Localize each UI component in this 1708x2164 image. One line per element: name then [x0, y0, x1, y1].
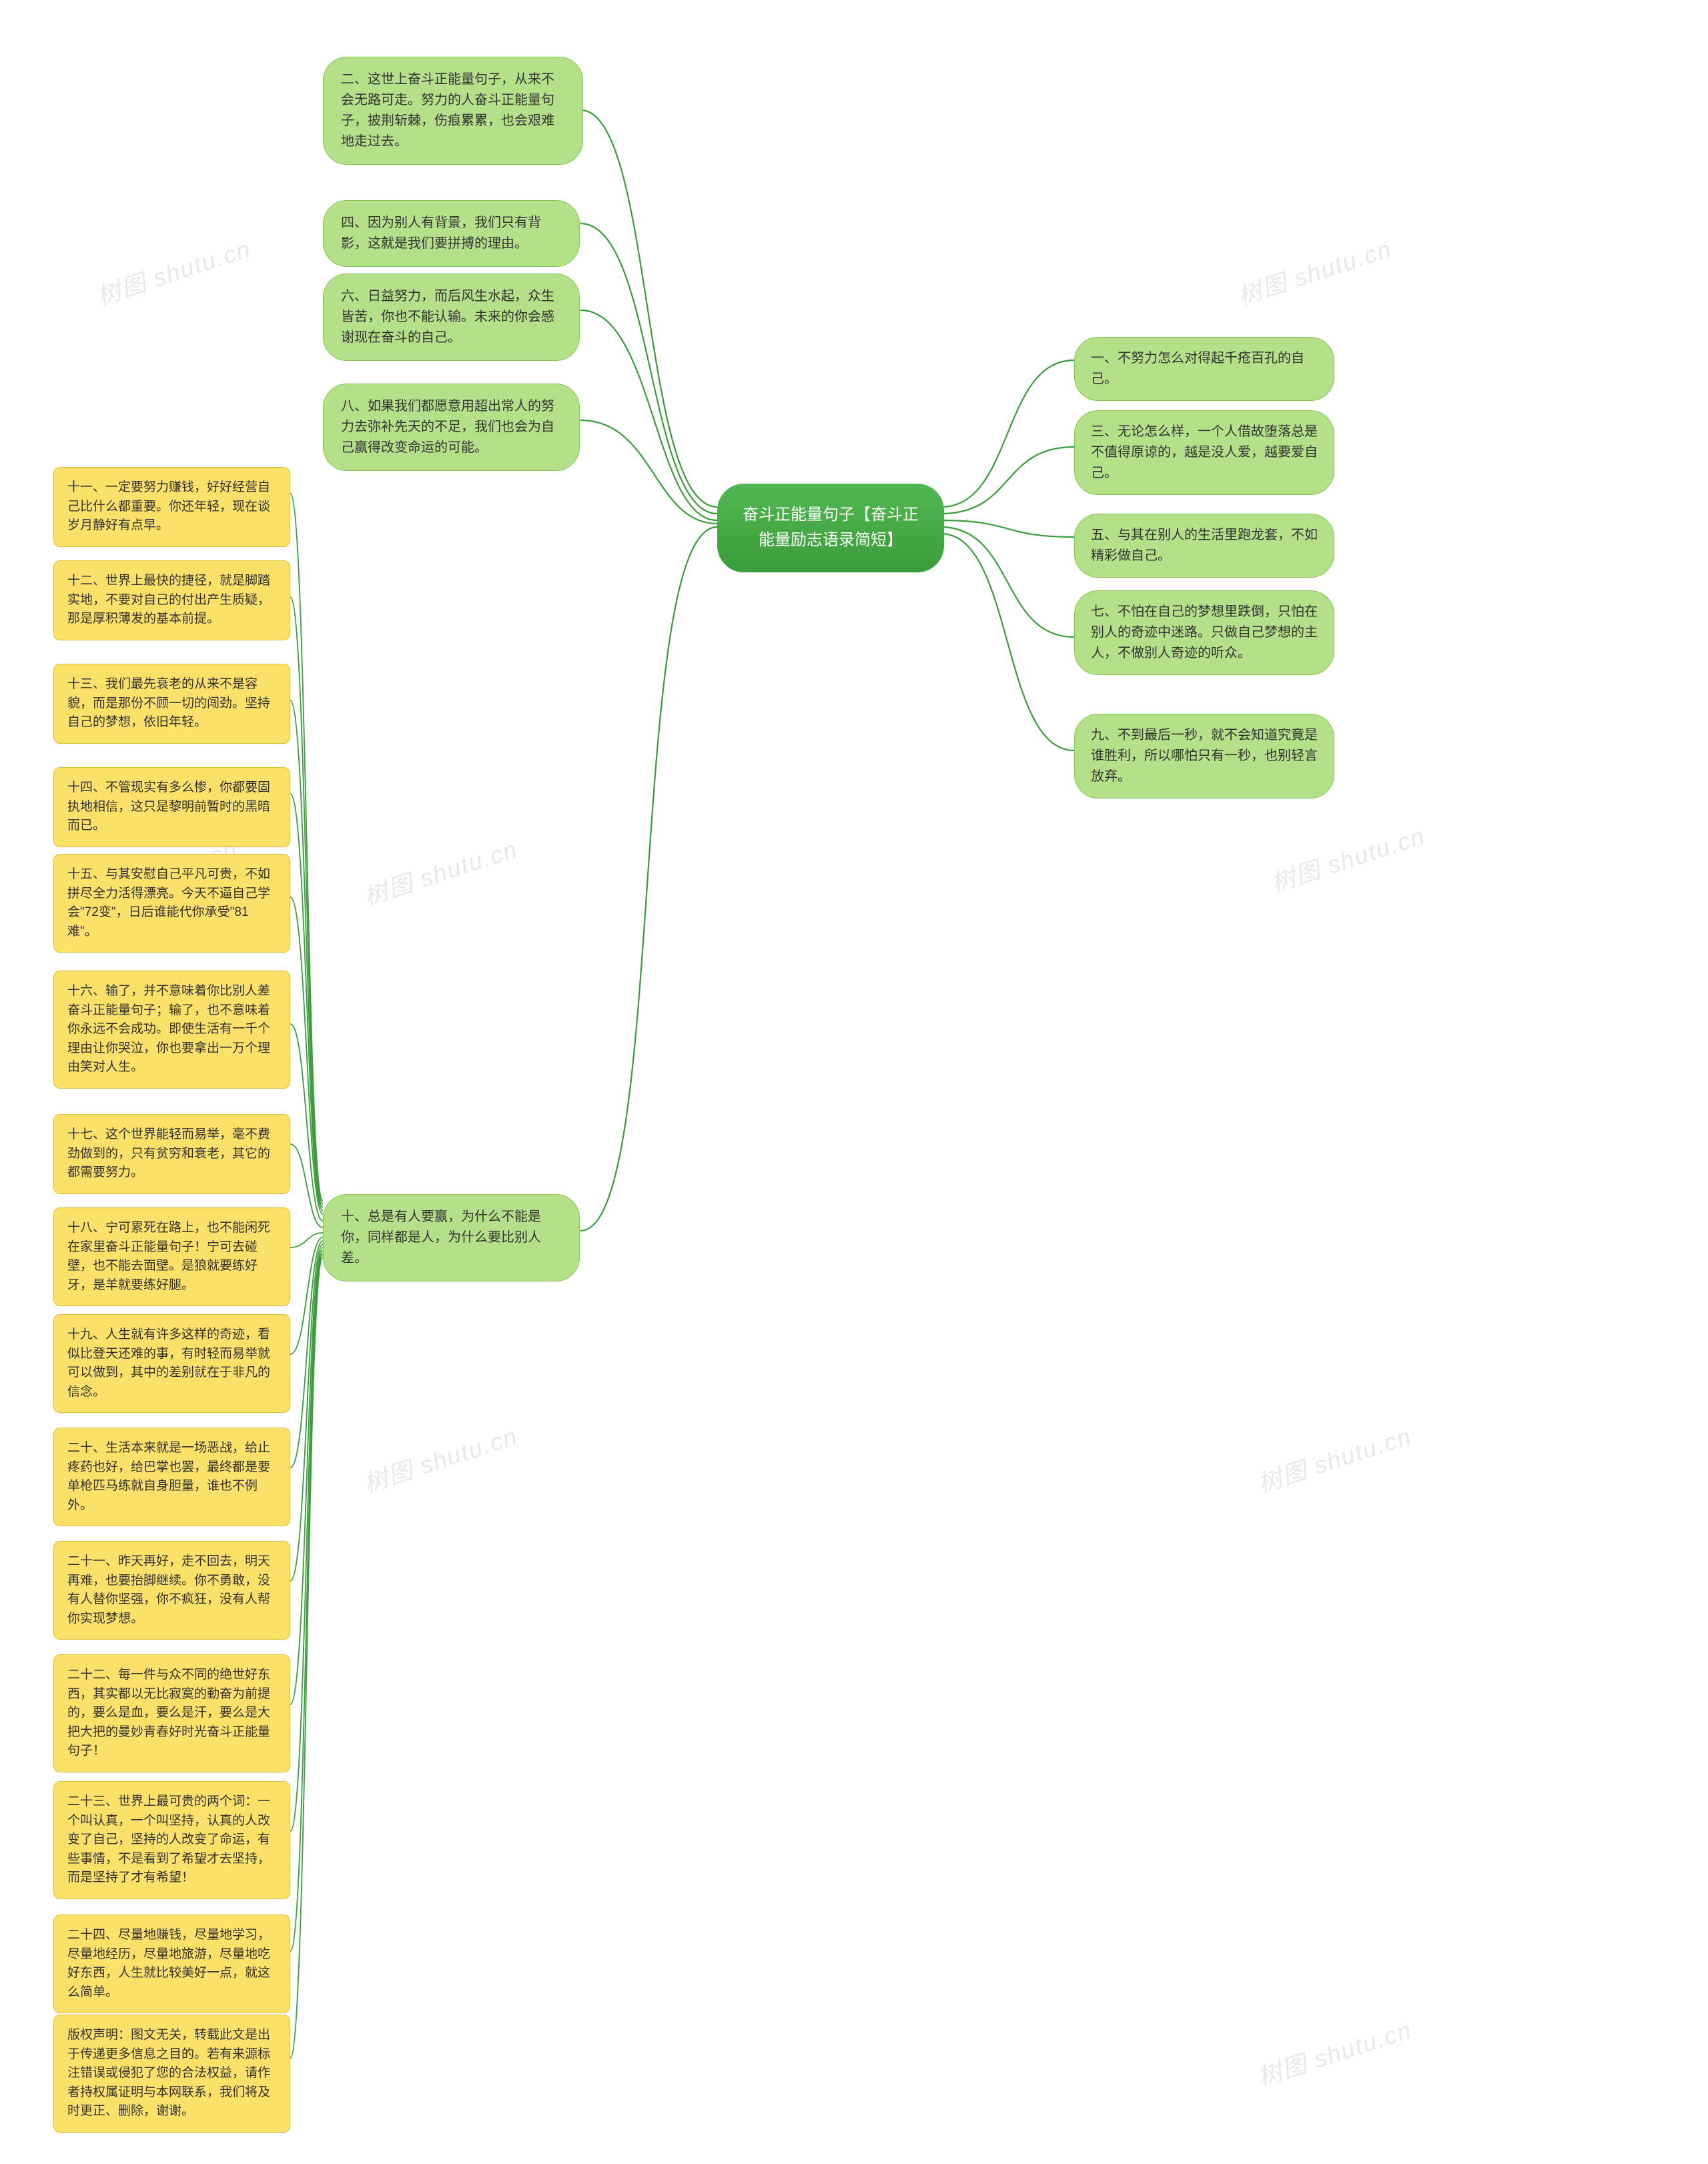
yellow-13[interactable]: 十三、我们最先衰老的从来不是容貌，而是那份不顾一切的闯劲。坚持自己的梦想，依旧年… — [53, 664, 290, 744]
watermark: 树图 shutu.cn — [359, 830, 522, 913]
yellow-23[interactable]: 二十三、世界上最可贵的两个词：一个叫认真，一个叫坚持，认真的人改变了自己，坚持的… — [53, 1781, 290, 1899]
right-green-7[interactable]: 七、不怕在自己的梦想里跌倒，只怕在别人的奇迹中迷路。只做自己梦想的主人，不做别人… — [1074, 590, 1334, 675]
watermark: 树图 shutu.cn — [1253, 2011, 1416, 2093]
yellow-12[interactable]: 十二、世界上最快的捷径，就是脚踏实地，不要对自己的付出产生质疑，那是厚积薄发的基… — [53, 560, 290, 640]
left-green-8[interactable]: 八、如果我们都愿意用超出常人的努力去弥补先天的不足，我们也会为自己赢得改变命运的… — [323, 384, 580, 471]
yellow-22[interactable]: 二十二、每一件与众不同的绝世好东西，其实都以无比寂寞的勤奋为前提的，要么是血，要… — [53, 1654, 290, 1772]
yellow-24[interactable]: 二十四、尽量地赚钱，尽量地学习，尽量地经历，尽量地旅游，尽量地吃好东西，人生就比… — [53, 1915, 290, 2013]
yellow-16[interactable]: 十六、输了，并不意味着你比别人差奋斗正能量句子；输了，也不意味着你永远不会成功。… — [53, 971, 290, 1089]
watermark: 树图 shutu.cn — [1266, 817, 1429, 899]
left-green-6[interactable]: 六、日益努力，而后风生水起，众生皆苦，你也不能认输。未来的你会感谢现在奋斗的自己… — [323, 274, 580, 361]
watermark: 树图 shutu.cn — [1253, 1417, 1416, 1500]
yellow-20[interactable]: 二十、生活本来就是一场恶战，给止疼药也好，给巴掌也罢，最终都是要单枪匹马练就自身… — [53, 1428, 290, 1526]
left-green-4[interactable]: 四、因为别人有背景，我们只有背影，这就是我们要拼搏的理由。 — [323, 200, 580, 267]
yellow-19[interactable]: 十九、人生就有许多这样的奇迹，看似比登天还难的事，有时轻而易举就可以做到，其中的… — [53, 1314, 290, 1413]
yellow-17[interactable]: 十七、这个世界能轻而易举，毫不费劲做到的，只有贫穷和衰老，其它的都需要努力。 — [53, 1114, 290, 1194]
watermark: 树图 shutu.cn — [92, 229, 255, 312]
yellow-21[interactable]: 二十一、昨天再好，走不回去，明天再难，也要抬脚继续。你不勇敢，没有人替你坚强，你… — [53, 1541, 290, 1640]
watermark: 树图 shutu.cn — [359, 1417, 522, 1500]
yellow-14[interactable]: 十四、不管现实有多么惨，你都要固执地相信，这只是黎明前暂时的黑暗而已。 — [53, 767, 290, 847]
yellow-11[interactable]: 十一、一定要努力赚钱，好好经营自己比什么都重要。你还年轻，现在谈岁月静好有点早。 — [53, 467, 290, 547]
right-green-3[interactable]: 三、无论怎么样，一个人借故堕落总是不值得原谅的，越是没人爱，越要爱自己。 — [1074, 410, 1334, 495]
yellow-copyright[interactable]: 版权声明：图文无关，转载此文是出于传递更多信息之目的。若有来源标注错误或侵犯了您… — [53, 2015, 290, 2133]
root-node[interactable]: 奋斗正能量句子【奋斗正能量励志语录简短】 — [717, 484, 944, 572]
left-green-2[interactable]: 二、这世上奋斗正能量句子，从来不会无路可走。努力的人奋斗正能量句子，披荆斩棘，伤… — [323, 57, 583, 165]
right-green-9[interactable]: 九、不到最后一秒，就不会知道究竟是谁胜利，所以哪怕只有一秒，也别轻言放弃。 — [1074, 714, 1334, 798]
left-green-10[interactable]: 十、总是有人要赢，为什么不能是你，同样都是人，为什么要比别人差。 — [323, 1194, 580, 1281]
yellow-15[interactable]: 十五、与其安慰自己平凡可贵，不如拼尽全力活得漂亮。今天不逼自己学会"72变"，日… — [53, 854, 290, 953]
right-green-5[interactable]: 五、与其在别人的生活里跑龙套，不如精彩做自己。 — [1074, 514, 1334, 578]
right-green-1[interactable]: 一、不努力怎么对得起千疮百孔的自己。 — [1074, 337, 1334, 401]
yellow-18[interactable]: 十八、宁可累死在路上，也不能闲死在家里奋斗正能量句子！宁可去碰壁，也不能去面壁。… — [53, 1207, 290, 1306]
watermark: 树图 shutu.cn — [1233, 229, 1396, 312]
